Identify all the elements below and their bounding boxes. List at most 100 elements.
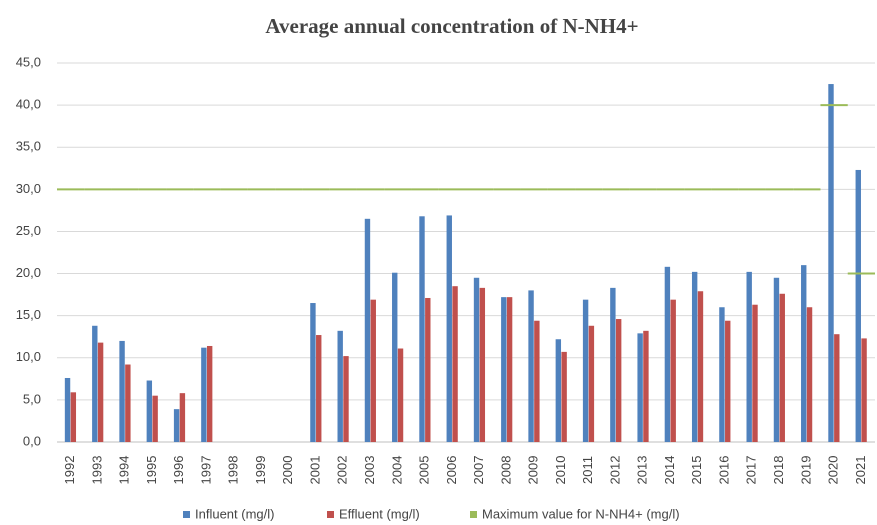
legend-label: Influent (mg/l) — [195, 506, 274, 521]
bar — [152, 395, 158, 442]
bar — [316, 335, 322, 442]
x-tick-label: 1997 — [198, 456, 213, 485]
bar — [834, 334, 840, 442]
x-tick-label: 2006 — [444, 456, 459, 485]
bar — [773, 277, 780, 442]
x-tick-label: 2019 — [798, 456, 813, 485]
bar — [179, 393, 186, 442]
bar — [643, 330, 649, 442]
x-tick-label: 2011 — [580, 456, 595, 484]
x-tick-label: 2001 — [307, 456, 322, 485]
bar — [752, 304, 758, 442]
y-tick-label: 20,0 — [16, 265, 41, 280]
x-tick-label: 2015 — [689, 456, 704, 485]
bar — [534, 320, 540, 442]
bar — [779, 293, 785, 442]
bar — [97, 342, 104, 442]
y-tick-label: 40,0 — [16, 97, 41, 112]
bar — [425, 297, 431, 442]
bar — [746, 271, 752, 442]
x-tick-label: 2021 — [853, 456, 868, 485]
bar — [561, 351, 567, 442]
x-tick-label: 2003 — [362, 456, 377, 485]
bar — [146, 380, 153, 442]
bar — [806, 307, 813, 442]
bar — [473, 277, 480, 442]
bar — [343, 356, 349, 442]
x-tick-label: 2014 — [662, 456, 677, 485]
bar — [506, 297, 513, 442]
bar — [610, 287, 616, 442]
bar — [670, 299, 676, 442]
x-tick-label: 1999 — [253, 456, 268, 485]
x-tick-label: 2010 — [553, 456, 568, 485]
x-tick-label: 1998 — [226, 456, 241, 485]
x-tick-label: 2016 — [716, 456, 731, 485]
bar — [64, 377, 71, 442]
bar — [419, 216, 425, 442]
bar — [855, 169, 861, 442]
bar — [479, 287, 486, 442]
bar — [201, 347, 207, 442]
y-tick-label: 25,0 — [16, 223, 41, 238]
x-tick-label: 2009 — [526, 456, 541, 485]
bar — [555, 339, 562, 442]
bar — [637, 333, 643, 442]
bar — [310, 303, 316, 442]
bar — [364, 218, 371, 442]
bar — [337, 330, 343, 442]
bar — [501, 297, 507, 442]
bar — [397, 348, 404, 442]
bar — [92, 325, 98, 442]
bar — [691, 271, 698, 442]
bar — [125, 364, 131, 442]
y-tick-label: 30,0 — [16, 181, 41, 196]
x-tick-label: 2005 — [417, 456, 432, 485]
x-tick-label: 2004 — [389, 456, 404, 485]
bar — [719, 307, 725, 442]
legend-label: Effluent (mg/l) — [339, 506, 420, 521]
bar — [725, 320, 731, 442]
x-tick-label: 2018 — [771, 456, 786, 485]
bar — [206, 345, 213, 442]
bar — [615, 319, 622, 442]
x-tick-label: 1995 — [144, 456, 159, 485]
x-tick-label: 2002 — [335, 456, 350, 485]
legend-swatch — [327, 511, 334, 518]
x-tick-label: 2000 — [280, 456, 295, 485]
bar — [828, 84, 834, 443]
bar — [173, 409, 180, 442]
x-tick-label: 1996 — [171, 456, 186, 485]
bar — [861, 338, 867, 442]
bar — [697, 291, 704, 442]
bar — [588, 325, 595, 442]
legend-swatch — [183, 511, 190, 518]
bar — [370, 299, 376, 442]
x-tick-label: 1993 — [89, 456, 104, 485]
x-tick-label: 2017 — [744, 456, 759, 485]
bar — [119, 340, 125, 442]
bar — [528, 290, 534, 442]
bar — [801, 265, 807, 442]
y-tick-label: 0,0 — [23, 433, 41, 448]
x-tick-label: 2020 — [826, 456, 841, 485]
legend-swatch — [470, 511, 477, 518]
bar — [392, 272, 398, 442]
legend-label: Maximum value for N-NH4+ (mg/l) — [482, 506, 680, 521]
x-tick-label: 2008 — [498, 456, 513, 485]
x-tick-label: 1994 — [117, 456, 132, 485]
y-tick-label: 5,0 — [23, 391, 41, 406]
y-tick-label: 10,0 — [16, 349, 41, 364]
bar — [70, 392, 77, 442]
bar — [582, 299, 589, 442]
chart-title: Average annual concentration of N-NH4+ — [265, 14, 638, 38]
y-tick-label: 45,0 — [16, 54, 41, 69]
bar — [452, 286, 458, 442]
y-tick-label: 15,0 — [16, 307, 41, 322]
x-tick-label: 2013 — [635, 456, 650, 485]
bar — [446, 215, 452, 442]
x-tick-label: 2012 — [607, 456, 622, 485]
x-tick-label: 1992 — [62, 456, 77, 485]
x-tick-label: 2007 — [471, 456, 486, 485]
